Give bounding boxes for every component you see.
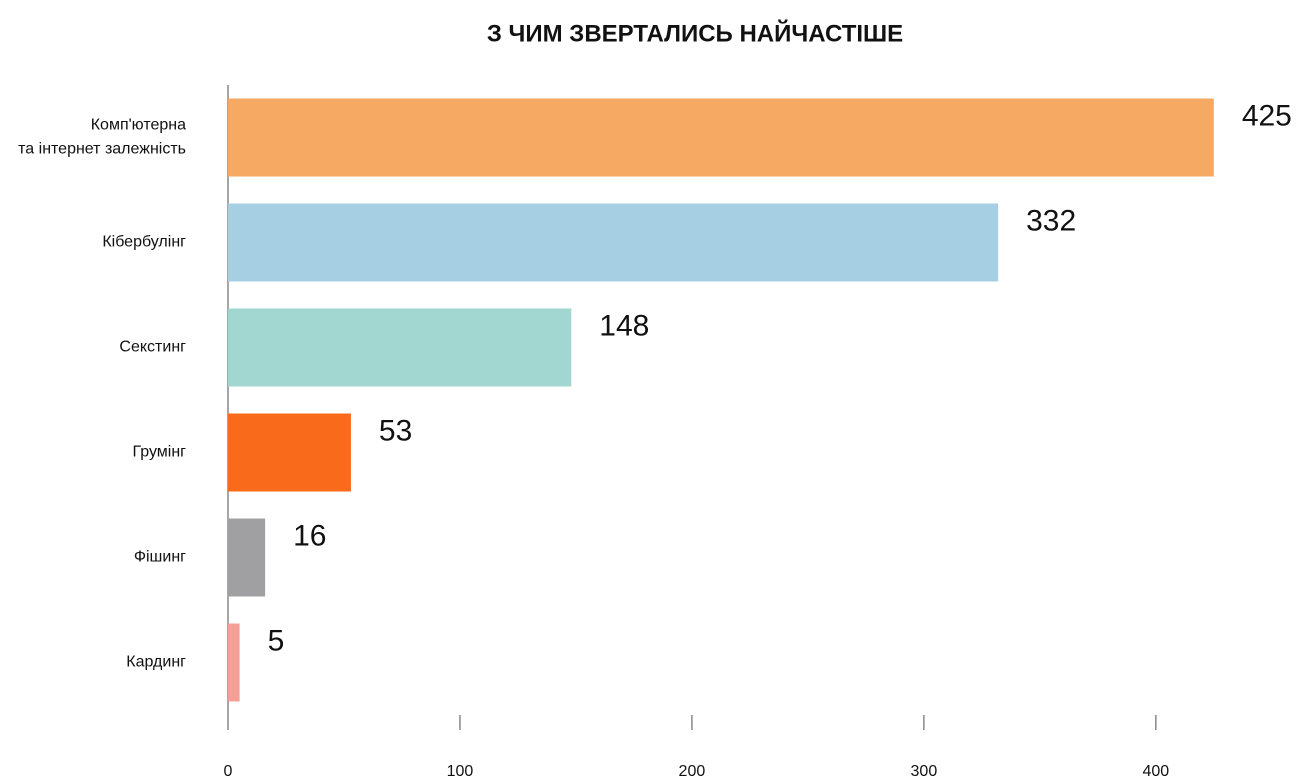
y-tick-label: Фішинг — [134, 549, 186, 566]
x-tick-label: 300 — [911, 763, 938, 780]
value-label: 332 — [1026, 204, 1076, 237]
bar — [228, 413, 351, 492]
y-tick-label: Комп'ютерна та інтернет залежність — [18, 117, 186, 158]
bar — [228, 623, 240, 702]
bar — [228, 518, 266, 597]
x-tick-label: 0 — [224, 763, 233, 780]
y-tick-label: Кардинг — [126, 654, 186, 671]
y-tick-label: Грумінг — [132, 444, 186, 461]
bar — [228, 98, 1214, 177]
x-tick-label: 100 — [447, 763, 474, 780]
bar — [228, 203, 999, 282]
y-tick-label: Секстинг — [119, 339, 186, 356]
x-tick-label: 400 — [1142, 763, 1169, 780]
value-label: 53 — [379, 414, 412, 447]
y-tick-label: Кібербулінг — [102, 234, 186, 251]
value-label: 148 — [599, 309, 649, 342]
chart-title: З ЧИМ ЗВЕРТАЛИСЬ НАЙЧАСТІШЕ — [487, 19, 903, 47]
value-label: 5 — [268, 624, 285, 657]
value-label: 425 — [1242, 99, 1292, 132]
bar — [228, 308, 572, 387]
x-tick-label: 200 — [679, 763, 706, 780]
value-label: 16 — [293, 519, 326, 552]
